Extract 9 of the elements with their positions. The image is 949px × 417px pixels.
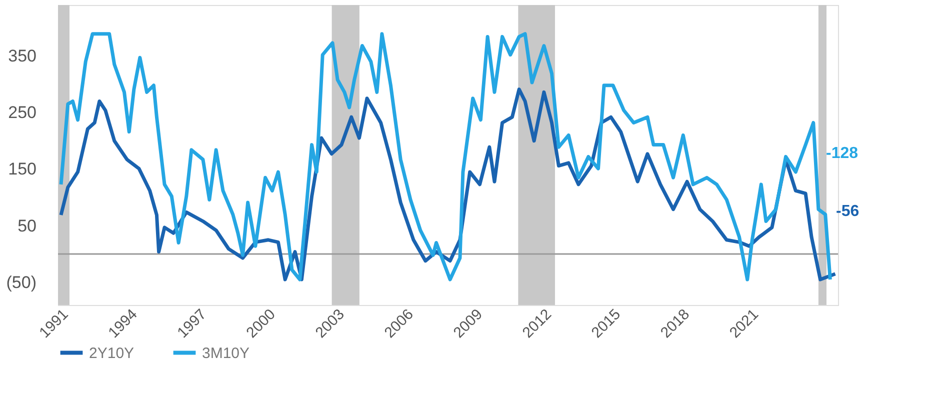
y-tick-label: 50	[18, 216, 36, 236]
y-tick-label: 150	[8, 160, 36, 179]
y-tick-label: 350	[8, 46, 36, 66]
legend-label: 3M10Y	[202, 344, 250, 362]
legend-label: 2Y10Y	[89, 344, 134, 362]
y-tick-label: (50)	[6, 272, 36, 292]
annotation: -128	[826, 145, 858, 162]
y-tick-label: 250	[8, 103, 36, 122]
annotation: -56	[836, 203, 860, 220]
